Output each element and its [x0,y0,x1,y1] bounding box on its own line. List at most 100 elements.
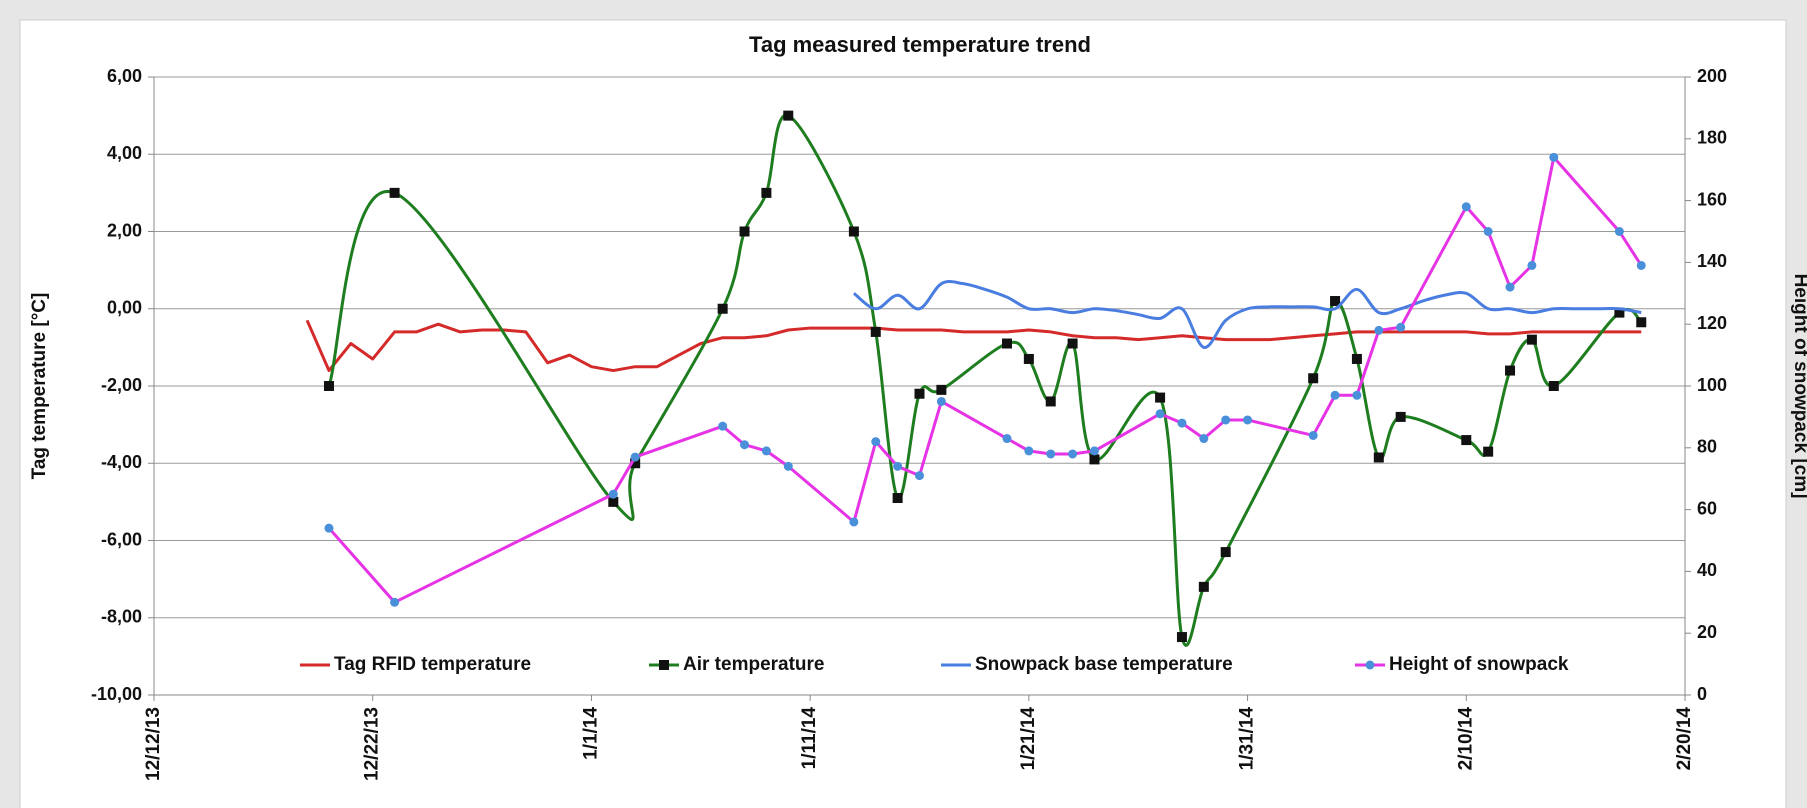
y2-tick-label: 60 [1697,498,1717,518]
point [1155,409,1165,419]
legend-marker [659,660,669,670]
chart-title: Tag measured temperature trend [749,32,1091,57]
x-tick-label: 1/21/14 [1018,707,1039,771]
point [1068,449,1078,459]
y2-tick-label: 120 [1697,313,1727,333]
chart-panel [19,19,1787,808]
legend-label: Air temperature [683,654,825,675]
point [608,489,618,499]
point [1330,390,1340,400]
y2-tick-label: 80 [1697,437,1717,457]
y-tick-label: 2,00 [107,220,142,240]
y-tick-label: 0,00 [107,298,142,318]
point [1614,227,1624,236]
point [849,517,859,527]
point [389,187,400,198]
point [1308,430,1318,440]
y2-tick-label: 180 [1697,128,1727,148]
x-tick-label: 1/31/14 [1237,707,1258,771]
point [1636,317,1647,328]
point [1527,260,1537,270]
y-tick-label: 6,00 [107,66,142,86]
legend-label: Snowpack base temperature [975,654,1233,675]
y2-tick-label: 140 [1697,251,1727,271]
point [1526,334,1537,345]
point [783,461,793,471]
point [783,110,794,121]
point [936,396,946,406]
point [761,187,772,198]
point [1352,390,1362,400]
legend-label: Tag RFID temperature [334,654,531,675]
x-tick-label: 2/10/14 [1455,707,1476,771]
point [892,493,903,504]
point [1396,322,1406,332]
point [740,440,750,450]
y2-tick-label: 40 [1697,560,1717,580]
point [871,437,881,447]
point [914,388,925,399]
point [761,446,771,456]
point [1023,353,1034,364]
point [1330,296,1341,307]
point [915,471,924,481]
point [1395,411,1406,422]
legend-marker [1365,660,1375,670]
point [390,597,400,607]
y-tick-label: -2,00 [101,375,142,395]
y-tick-label: -8,00 [101,607,142,627]
point [893,461,903,471]
y-tick-label: -6,00 [101,529,142,549]
point [608,496,619,507]
point [739,226,750,237]
y-tick-label: -10,00 [91,684,142,704]
point [1199,434,1209,444]
point [1221,415,1231,425]
point [323,381,334,391]
point [1220,547,1231,558]
point [1483,227,1493,236]
point [1505,282,1515,292]
y-axis-title: Tag temperature [°C] [29,293,50,480]
point [1614,307,1625,318]
y-tick-label: -4,00 [101,452,142,472]
x-tick-label: 1/11/14 [799,707,820,770]
x-tick-label: 1/1/14 [580,707,601,760]
point [1243,415,1253,425]
point [1177,418,1187,428]
point [1089,454,1100,465]
point [1046,449,1056,459]
point [718,421,728,431]
point [1461,202,1471,212]
point [1176,632,1187,643]
point [1351,353,1362,364]
point [848,226,859,237]
point [1067,338,1078,349]
point [324,523,334,533]
point [1373,452,1384,463]
point [1002,434,1012,444]
point [717,303,728,314]
y-tick-label: 4,00 [107,143,142,163]
x-tick-label: 12/12/13 [143,707,164,781]
point [630,458,641,469]
series-line [305,319,1642,373]
y2-tick-label: 100 [1697,375,1727,395]
point [1636,260,1646,270]
point [1198,581,1209,592]
point [1549,152,1559,162]
legend-label: Height of snowpack [1389,654,1569,675]
y2-tick-label: 0 [1697,684,1707,704]
point [1548,381,1559,391]
point [1308,373,1319,384]
series-line [852,280,1642,349]
point [1155,392,1166,403]
point [936,384,947,395]
y2-tick-label: 200 [1697,66,1727,86]
y2-axis-title: Height of snowpack [cm] [1790,274,1807,499]
point [630,452,640,462]
point [1001,338,1012,349]
point [870,326,881,337]
